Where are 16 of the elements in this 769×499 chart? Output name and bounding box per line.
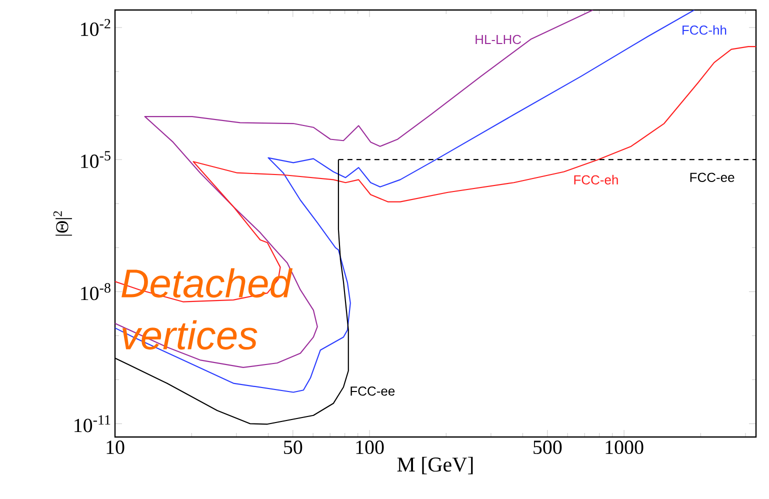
y-tick-label: 10$^{-2}$ (81, 19, 110, 36)
series-label: FCC-ee (690, 172, 734, 182)
x-tick-label: 50 (284, 440, 302, 454)
x-tick-label: 1000 (606, 440, 644, 454)
y-axis-title: |Θ|$^{2}$ (53, 211, 72, 236)
y-tick-label: 10$^{-5}$ (81, 151, 110, 168)
x-axis-title: M [GeV] (397, 456, 473, 474)
x-tick-label: 10 (106, 440, 124, 454)
y-tick-label: 10$^{-8}$ (81, 283, 110, 300)
x-tick-label: 500 (534, 440, 562, 454)
series-label: FCC-hh (682, 25, 726, 35)
series-label: FCC-eh (574, 174, 618, 184)
series-label: FCC-ee (350, 386, 395, 396)
series-label: HL-LHC (476, 34, 522, 44)
x-tick-label: 100 (356, 440, 384, 454)
y-tick-label: 10$^{-11}$ (74, 415, 110, 432)
